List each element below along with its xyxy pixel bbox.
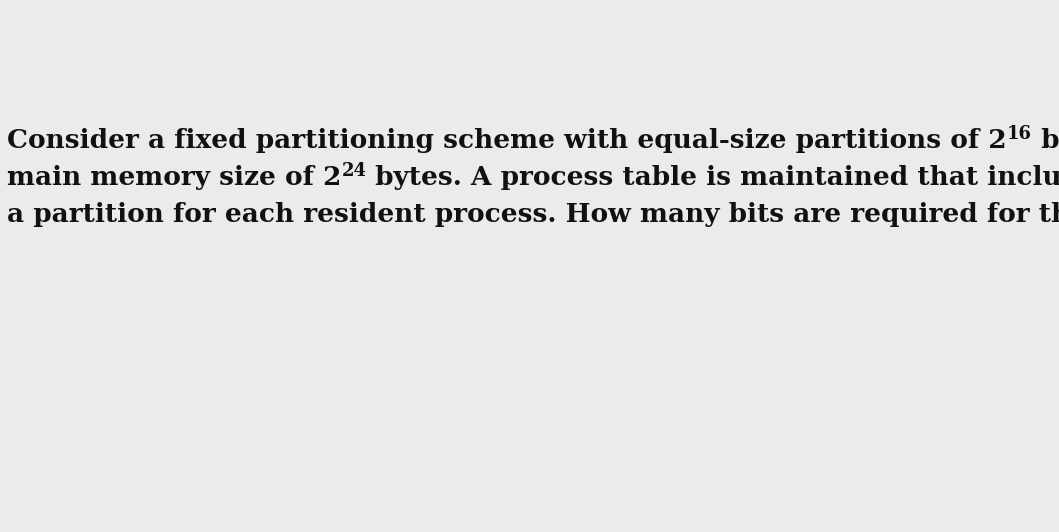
Text: 16: 16 <box>1007 126 1031 144</box>
Text: bytes and a total: bytes and a total <box>1031 128 1059 153</box>
Text: Consider a fixed partitioning scheme with equal-size partitions of 2: Consider a fixed partitioning scheme wit… <box>7 128 1007 153</box>
Text: main memory size of 2: main memory size of 2 <box>7 165 341 190</box>
Text: bytes. A process table is maintained that includes a pointer to: bytes. A process table is maintained tha… <box>366 165 1059 190</box>
Text: 24: 24 <box>341 162 366 180</box>
Text: a partition for each resident process. How many bits are required for the pointe: a partition for each resident process. H… <box>7 202 1059 227</box>
